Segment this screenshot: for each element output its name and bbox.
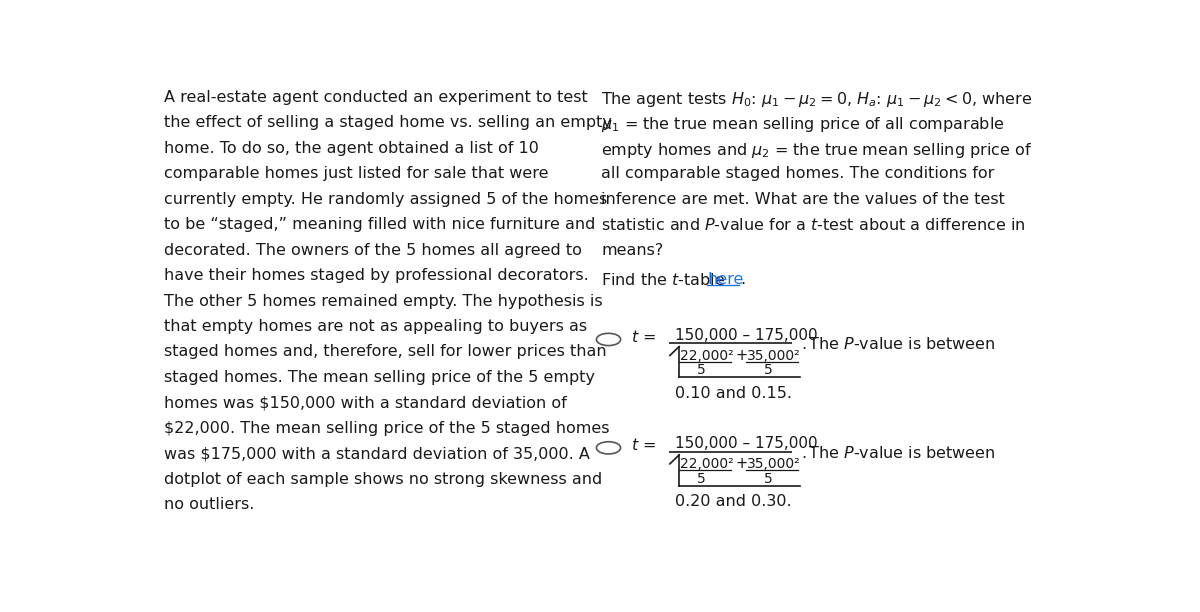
Text: $22,000. The mean selling price of the 5 staged homes: $22,000. The mean selling price of the 5… [164, 420, 610, 436]
Text: 5: 5 [763, 472, 773, 486]
Text: 0.20 and 0.30.: 0.20 and 0.30. [676, 494, 792, 509]
Text: 35,000²: 35,000² [748, 349, 800, 363]
Text: The agent tests $H_0$: $\mu_1 - \mu_2 = 0$, $H_a$: $\mu_1 - \mu_2 < 0$, where: The agent tests $H_0$: $\mu_1 - \mu_2 = … [601, 90, 1032, 109]
Text: 22,000²: 22,000² [680, 457, 733, 471]
Text: 35,000²: 35,000² [748, 457, 800, 471]
Text: $\mu_1$ = the true mean selling price of all comparable: $\mu_1$ = the true mean selling price of… [601, 116, 1004, 135]
Text: home. To do so, the agent obtained a list of 10: home. To do so, the agent obtained a lis… [164, 141, 539, 156]
Text: homes was $150,000 with a standard deviation of: homes was $150,000 with a standard devia… [164, 395, 566, 410]
Text: 5: 5 [763, 364, 773, 378]
Text: .$\,$The $P$-value is between: .$\,$The $P$-value is between [802, 336, 996, 352]
Text: empty homes and $\mu_2$ = the true mean selling price of: empty homes and $\mu_2$ = the true mean … [601, 141, 1032, 160]
Text: have their homes staged by professional decorators.: have their homes staged by professional … [164, 268, 589, 283]
Text: 5: 5 [697, 472, 706, 486]
Text: $t$ =: $t$ = [631, 329, 656, 345]
Text: inference are met. What are the values of the test: inference are met. What are the values o… [601, 192, 1004, 207]
Text: decorated. The owners of the 5 homes all agreed to: decorated. The owners of the 5 homes all… [164, 242, 582, 258]
Text: the effect of selling a staged home vs. selling an empty: the effect of selling a staged home vs. … [164, 116, 612, 130]
Text: staged homes and, therefore, sell for lower prices than: staged homes and, therefore, sell for lo… [164, 345, 606, 359]
Text: .$\,$The $P$-value is between: .$\,$The $P$-value is between [802, 444, 996, 461]
Text: 150,000 – 175,000: 150,000 – 175,000 [676, 327, 818, 343]
Text: +: + [736, 348, 748, 363]
Text: A real-estate agent conducted an experiment to test: A real-estate agent conducted an experim… [164, 90, 588, 105]
Text: that empty homes are not as appealing to buyers as: that empty homes are not as appealing to… [164, 319, 587, 334]
Text: here: here [707, 272, 744, 287]
Text: .: . [740, 272, 745, 287]
Text: no outliers.: no outliers. [164, 497, 254, 512]
Text: currently empty. He randomly assigned 5 of the homes: currently empty. He randomly assigned 5 … [164, 192, 607, 207]
Text: 0.10 and 0.15.: 0.10 and 0.15. [676, 386, 792, 401]
Text: $t$ =: $t$ = [631, 438, 656, 453]
Text: all comparable staged homes. The conditions for: all comparable staged homes. The conditi… [601, 166, 995, 181]
Text: means?: means? [601, 242, 664, 258]
Text: dotplot of each sample shows no strong skewness and: dotplot of each sample shows no strong s… [164, 472, 602, 487]
Text: 150,000 – 175,000: 150,000 – 175,000 [676, 436, 818, 451]
Text: 22,000²: 22,000² [680, 349, 733, 363]
Text: staged homes. The mean selling price of the 5 empty: staged homes. The mean selling price of … [164, 370, 595, 385]
Text: The other 5 homes remained empty. The hypothesis is: The other 5 homes remained empty. The hy… [164, 294, 602, 308]
Text: was $175,000 with a standard deviation of 35,000. A: was $175,000 with a standard deviation o… [164, 446, 590, 461]
Text: comparable homes just listed for sale that were: comparable homes just listed for sale th… [164, 166, 548, 181]
Text: to be “staged,” meaning filled with nice furniture and: to be “staged,” meaning filled with nice… [164, 217, 595, 232]
Text: statistic and $P$-value for a $t$-test about a difference in: statistic and $P$-value for a $t$-test a… [601, 217, 1026, 233]
Text: Find the $t$-table: Find the $t$-table [601, 272, 726, 288]
Text: +: + [736, 457, 748, 471]
Text: 5: 5 [697, 364, 706, 378]
